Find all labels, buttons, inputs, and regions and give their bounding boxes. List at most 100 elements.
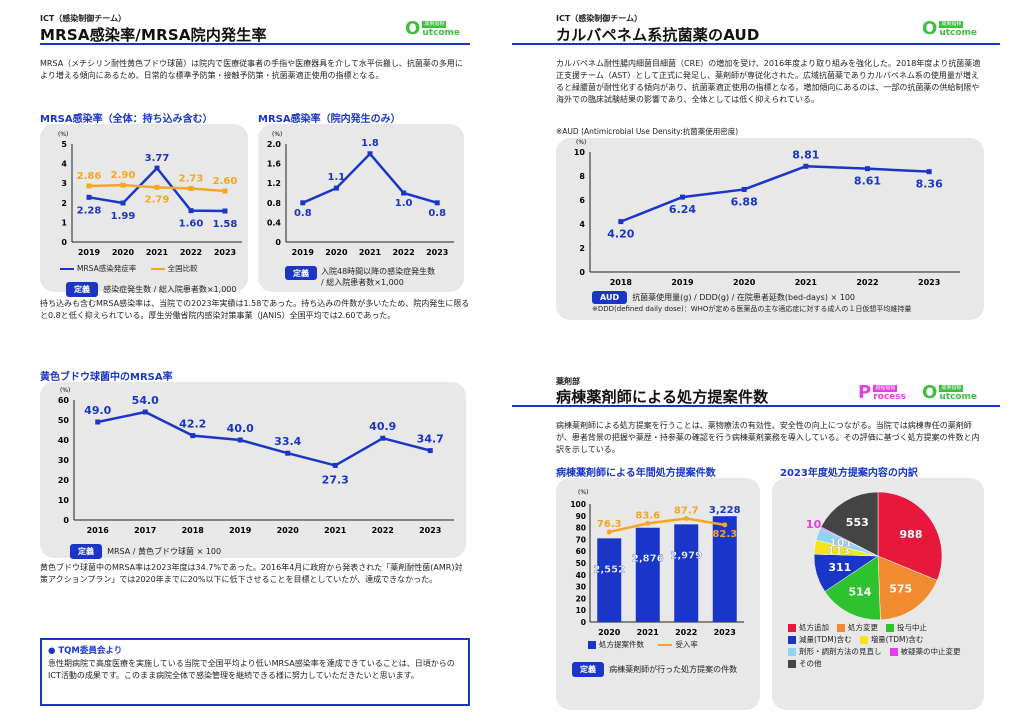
x-tick-label: 2020 [112,248,135,257]
logo-word: utcome [939,27,978,38]
rate-label: 76.3 [597,519,622,530]
chart3-panel [40,382,466,558]
bar-label: 2,552 [593,564,625,575]
y-tick-label: 20 [58,476,70,485]
pie-legend-item: 処方変更 [837,622,878,634]
data-label: 1.8 [361,138,379,149]
chart3-title: 黄色ブドウ球菌中のMRSA率 [40,372,173,383]
x-tick-label: 2017 [134,526,156,535]
data-point [188,185,194,191]
y-tick-label: 3 [61,179,67,188]
pie-legend-item: 被疑薬の中止変更 [889,646,961,658]
legend-national: 全国比較 [167,264,198,273]
chart1-svg: (%) 0 1 2 3 4 5 2019 2020 2021 2022 2023 2.28 1.99 3.7… [58,131,242,257]
data-point [237,437,243,443]
data-label: 40.0 [227,422,254,435]
y-tick-label: 1.2 [267,179,281,188]
data-label: 0.8 [294,208,312,219]
data-point [154,184,160,190]
chart1-legend: MRSA感染発症率 全国比較 [60,263,198,274]
data-label: 49.0 [84,404,111,417]
series-line [620,165,930,223]
title-rule-right [512,43,1000,45]
legend-swatch [859,636,868,644]
y-tick-label: 20 [576,594,586,603]
x-tick-label: 2023 [918,278,940,287]
data-label: 6.88 [731,195,758,208]
chart1-panel [40,124,248,292]
pie-legend-item: その他 [788,658,822,670]
title-rule-2 [512,405,1000,407]
logo-letter: O [405,18,421,39]
aud-def: AUD 抗菌薬使用量(g) / DDD(g) / 在院患者延数(bed-days… [592,285,855,304]
chart1-title: MRSA感染率（全体：持ち込み含む） [40,114,213,125]
data-point [401,190,407,196]
data-label: 34.7 [417,433,444,446]
dept-name: 薬剤部 [556,377,580,386]
data-point [154,165,160,171]
y-unit-label: (%) [58,131,68,138]
data-point [222,208,228,214]
y-tick-label: 4 [579,220,585,229]
chart2-title: MRSA感染率（院内発生のみ） [258,114,401,125]
y-tick-label: 40 [58,436,70,445]
data-label: 2.73 [179,173,204,184]
chart5-legend: 処方提案件数 受入率 [588,639,698,650]
data-label: 0.8 [428,208,446,219]
y-tick-label: 90 [576,512,586,521]
y-unit-label: (%) [576,139,586,146]
chart5-svg: (%) 0 10 20 30 40 50 60 70 80 90 100 2,552 2020 2,876 2… [570,489,744,637]
x-tick-label: 2018 [182,526,205,535]
y-tick-label: 10 [576,606,586,615]
legend-label: 剤形・調剤方法の見直し [799,647,882,656]
outcome-logo-left: O 成果指標 utcome [405,18,467,40]
legend-label: 減量(TDM)含む [799,635,852,644]
pie-label: 575 [889,583,912,596]
chart2-def-1: 入院48時間以降の感染症発生数 [321,267,436,276]
y-unit-label: (%) [60,387,70,394]
chart6-title: 2023年度処方提案内容の内訳 [780,468,918,479]
data-point [741,186,747,192]
bar-label: 2,979 [670,550,702,561]
data-label: 33.4 [274,435,301,448]
legend-label: 増量(TDM)含む [870,635,924,644]
tqm-text: 急性期病院で高度医療を実施している当院で全国平均より低いMRSA感染率を達成でき… [48,659,455,680]
x-tick-label: 2021 [324,526,347,535]
team-name-left: ICT（感染制御チーム） [40,14,127,23]
y-unit-label: (%) [272,131,282,138]
y-tick-label: 70 [576,535,586,544]
logo-word: utcome [939,391,978,402]
data-point [222,188,228,194]
chart5-def-text: 病棟薬剤師が行った処方提案の件数 [609,665,738,674]
bar-label: 2,876 [632,554,664,565]
chart1-def: 定義 感染症発生数 / 総入院患者数×1,000 [66,277,236,297]
rate-point [722,522,728,528]
intro-right: カルバペネム耐性腸内細菌目細菌（CRE）の増加を受け、2016年度より取り組みを… [556,59,981,104]
y-tick-label: 10 [574,148,586,157]
series-line [97,410,431,467]
pie-legend: 処方追加 処方変更 投与中止 減量(TDM)含む 増量(TDM)含む 剤形・調剤方法の見直… [788,622,978,670]
y-tick-label: 80 [576,524,586,533]
legend-label: 処方追加 [799,623,829,632]
chart4-panel [556,138,984,320]
data-label: 8.81 [792,148,819,161]
data-point [120,182,126,188]
x-tick-label: 2019 [78,248,101,257]
pie-legend-item: 減量(TDM)含む [788,634,852,646]
pie-label: 553 [846,516,869,529]
y-unit-label: (%) [578,489,588,496]
x-tick-label: 2020 [325,248,348,257]
page-title-left: MRSA感染率/MRSA院内発生率 [40,26,267,44]
x-tick-label: 2021 [146,248,169,257]
chart3-def-text: MRSA / 黄色ブドウ球菌 × 100 [107,547,222,556]
data-point [332,462,338,468]
def-badge: 定義 [70,544,102,559]
outcome-logo-2: O 成果指標 utcome [922,382,984,404]
legend-swatch [788,636,796,644]
chart5-def: 定義 病棟薬剤師が行った処方提案の件数 [572,657,737,677]
data-label: 2.60 [213,176,238,187]
logo-tiny: 過程指標 [873,384,898,392]
data-point [803,163,809,169]
bar [712,516,737,622]
data-label: 2.79 [145,194,170,205]
